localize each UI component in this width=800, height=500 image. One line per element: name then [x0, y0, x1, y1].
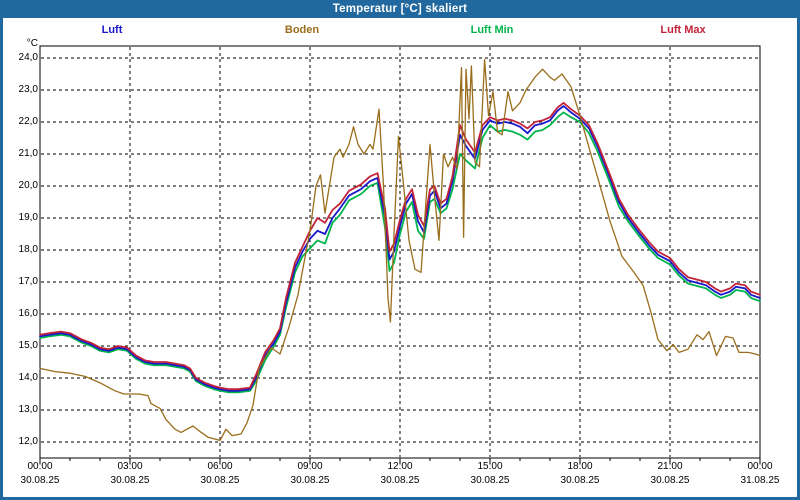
x-tick-label: 00:00 30.08.25: [20, 461, 60, 486]
window-title: Temperatur [°C] skaliert: [332, 3, 468, 15]
y-tick-label: 24,0: [18, 52, 38, 63]
series-luft-max: [39, 101, 761, 391]
y-tick-label: 17,0: [18, 276, 38, 287]
y-tick-label: 14,0: [18, 372, 38, 383]
y-tick-label: 23,0: [18, 84, 38, 95]
y-axis-unit-label: °C: [26, 38, 38, 49]
window-titlebar: Temperatur [°C] skaliert: [0, 0, 800, 18]
x-tick-label: 18:00 30.08.25: [560, 461, 600, 486]
y-tick-label: 19,0: [18, 212, 38, 223]
legend-item-boden: Boden: [284, 24, 320, 36]
y-tick-label: 16,0: [18, 308, 38, 319]
x-tick-label: 21:00 30.08.25: [650, 461, 690, 486]
legend-item-luft-min: Luft Min: [470, 24, 514, 36]
x-tick-label: 03:00 30.08.25: [110, 461, 150, 486]
x-tick-label: 15:00 30.08.25: [470, 461, 510, 486]
y-tick-label: 22,0: [18, 116, 38, 127]
legend-item-luft: Luft: [101, 24, 123, 36]
x-tick-label: 06:00 30.08.25: [200, 461, 240, 486]
series-boden: [39, 58, 761, 442]
series-luft-min: [39, 111, 761, 394]
legend-item-luft-max: Luft Max: [660, 24, 706, 36]
y-tick-label: 13,0: [18, 404, 38, 415]
y-tick-label: 12,0: [18, 436, 38, 447]
x-tick-label: 00:00 31.08.25: [740, 461, 780, 486]
y-tick-label: 21,0: [18, 148, 38, 159]
x-tick-label: 09:00 30.08.25: [290, 461, 330, 486]
y-tick-label: 15,0: [18, 340, 38, 351]
series-luft: [39, 105, 761, 392]
x-tick-label: 12:00 30.08.25: [380, 461, 420, 486]
y-tick-label: 18,0: [18, 244, 38, 255]
y-tick-label: 20,0: [18, 180, 38, 191]
